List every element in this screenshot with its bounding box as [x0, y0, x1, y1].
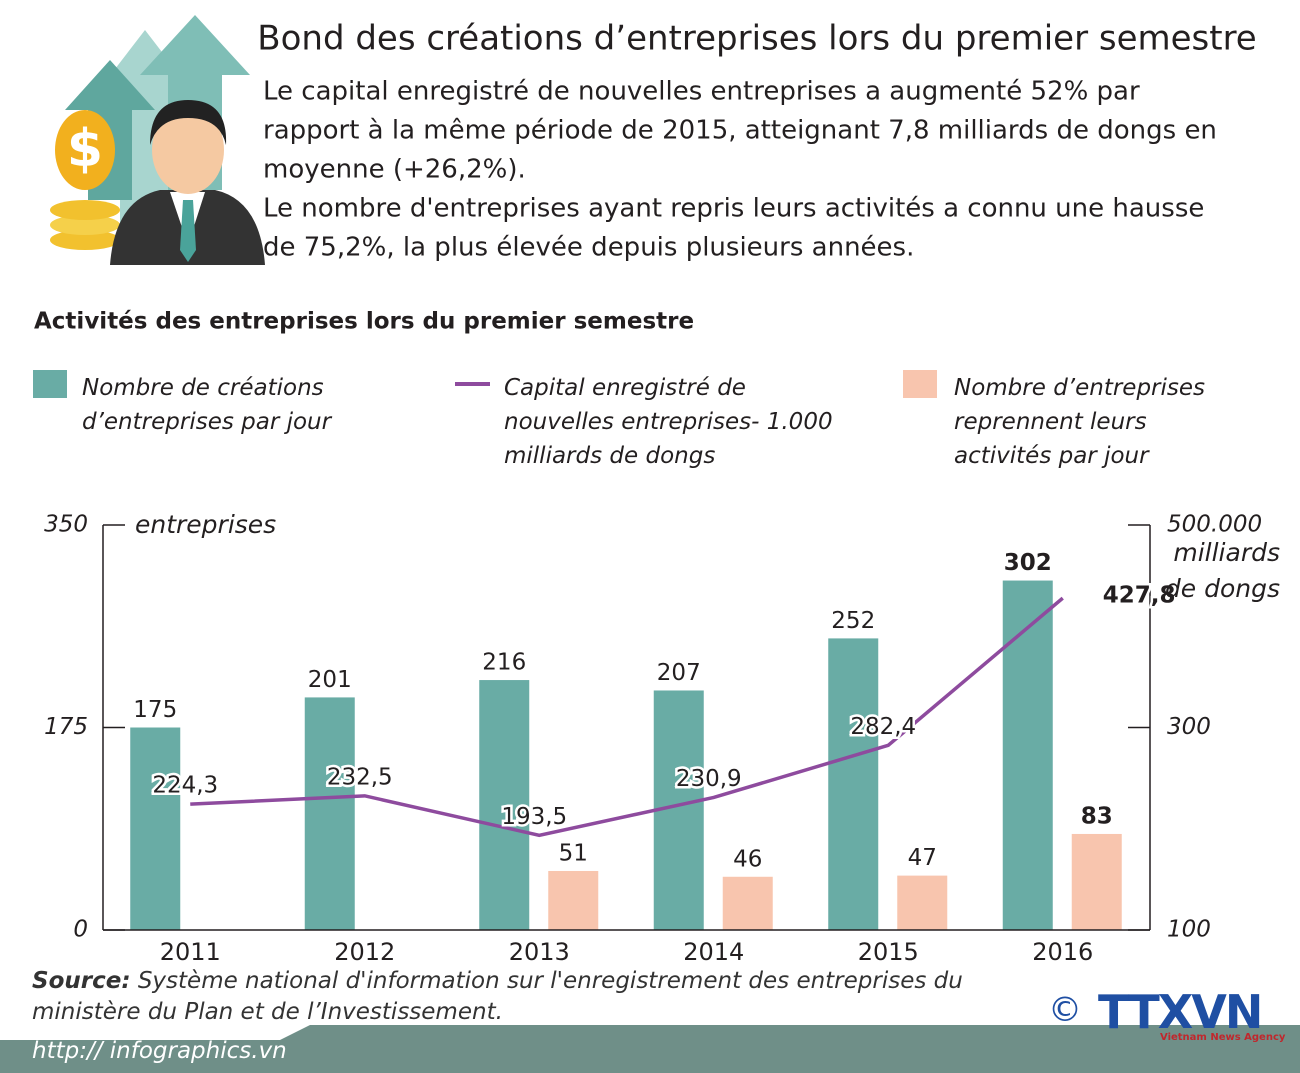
x-tick-label: 2014 [683, 938, 744, 966]
bar-label: 302 [1004, 550, 1052, 576]
x-tick-label: 2012 [334, 938, 395, 966]
y2-axis-label: milliards de dongs [1164, 538, 1280, 603]
source: Source: Système national d'information s… [32, 966, 1032, 1028]
footer-band [0, 1025, 1300, 1073]
y2-tick-label: 100 [1167, 917, 1211, 943]
intro-line: Le capital enregistré de nouvelles entre… [263, 77, 1140, 107]
y-tick-label: 0 [73, 917, 88, 943]
bar [1071, 833, 1122, 930]
bar-label: 47 [908, 845, 937, 871]
legend-entry: Nombre d’entreprises reprennent leurs ac… [954, 375, 1206, 469]
logo: TTXVN [1098, 985, 1263, 1039]
chart-title: Activités des entreprises lors du premie… [34, 309, 694, 335]
x-tick-label: 2013 [509, 938, 570, 966]
intro-line: de 75,2%, la plus élevée depuis plusieur… [263, 233, 914, 263]
svg-text:$: $ [67, 119, 103, 179]
legend-entry: Nombre de créations d’entreprises par jo… [82, 375, 332, 435]
bar-label: 201 [308, 667, 352, 693]
x-tick-label: 2011 [160, 938, 221, 966]
bar [130, 727, 181, 930]
y2-tick-label: 300 [1167, 714, 1211, 740]
bar-label: 207 [657, 660, 701, 686]
intro-line: rapport à la même période de 2015, attei… [263, 116, 1217, 146]
legend-swatch [33, 370, 67, 398]
intro-line: Le nombre d'entreprises ayant repris leu… [263, 194, 1204, 224]
x-tick-label: 2016 [1032, 938, 1093, 966]
y2-tick-label: 500.000 [1167, 512, 1262, 538]
y-tick-label: 175 [44, 714, 88, 740]
y-tick-label: 350 [44, 512, 88, 538]
line-label: 224,3 [152, 773, 218, 799]
bar [479, 680, 530, 930]
intro-line: moyenne (+26,2%). [263, 155, 526, 185]
bar [828, 638, 879, 930]
agency: Vietnam News Agency [1160, 1032, 1286, 1043]
line [190, 596, 1064, 838]
legend-entry: Capital enregistré de nouvelles entrepri… [504, 375, 833, 469]
copyright: © [1048, 990, 1082, 1030]
line-label: 230,9 [676, 766, 742, 792]
illustration: $ [50, 15, 265, 265]
bar [1002, 580, 1053, 930]
bar [722, 876, 773, 930]
footer-url: http:// infographics.vn [32, 1038, 287, 1064]
legend-swatch [903, 370, 937, 398]
bar-label: 252 [831, 608, 875, 634]
line-label: 282,4 [850, 714, 916, 740]
bar [548, 870, 599, 930]
bar-label: 51 [559, 840, 588, 866]
source-text: Système national d'information sur l'enr… [32, 968, 963, 1025]
bar-label: 83 [1081, 803, 1113, 829]
line-label: 427,8 [1103, 583, 1176, 609]
bar [897, 875, 948, 930]
bar-label: 175 [133, 697, 177, 723]
bar [304, 697, 355, 930]
bar-label: 46 [733, 846, 762, 872]
line-label: 193,5 [501, 804, 567, 830]
y-axis-label: entreprises [135, 510, 276, 539]
bar-label: 216 [482, 650, 526, 676]
page-title: Bond des créations d’entreprises lors du… [257, 19, 1256, 59]
x-tick-label: 2015 [858, 938, 919, 966]
line-label: 232,5 [327, 764, 393, 790]
source-label: Source: [32, 968, 131, 994]
